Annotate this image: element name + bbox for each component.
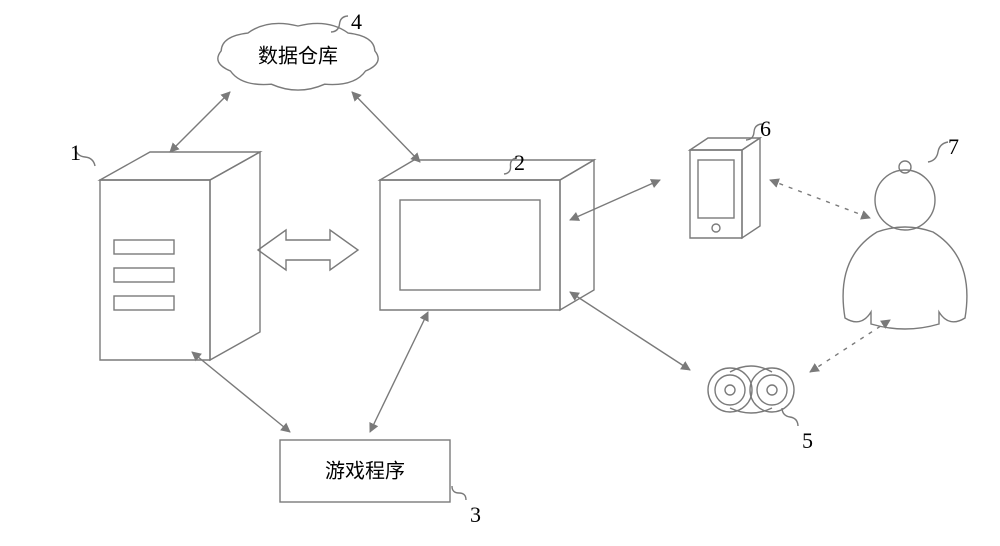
- phone-node: [690, 138, 760, 238]
- arrows-dashed: [770, 180, 890, 372]
- server-node: [100, 152, 260, 360]
- callouts: 4 1 2 3 6 5 7: [70, 9, 959, 527]
- callout-monitor: 2: [514, 150, 525, 175]
- program-label: 游戏程序: [325, 460, 405, 483]
- callout-user: 7: [948, 134, 959, 159]
- callout-goggles: 5: [802, 428, 813, 453]
- callout-phone: 6: [760, 116, 771, 141]
- cloud-label: 数据仓库: [258, 45, 338, 68]
- block-arrow: [258, 230, 358, 270]
- callout-server: 1: [70, 140, 81, 165]
- program-node: 游戏程序: [280, 440, 450, 502]
- user-node: [843, 161, 967, 329]
- callout-program: 3: [470, 502, 481, 527]
- monitor-node: [380, 160, 594, 310]
- goggles-node: [708, 366, 794, 413]
- arrows-solid: [170, 92, 690, 432]
- callout-cloud: 4: [351, 9, 362, 34]
